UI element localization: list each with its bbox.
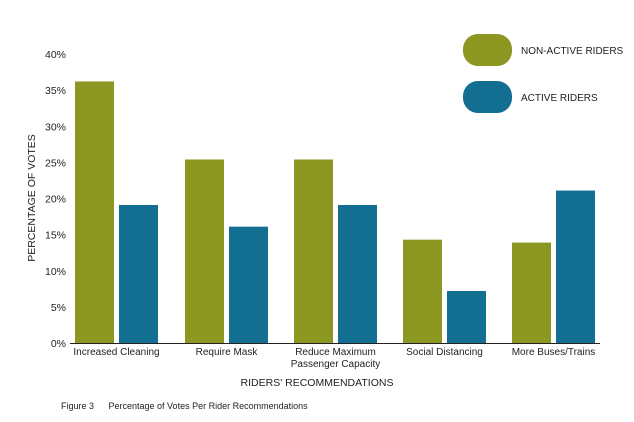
category-label: Increased Cleaning — [73, 347, 159, 358]
y-tick-label: 10% — [45, 266, 66, 278]
category-label: Require Mask — [196, 347, 259, 358]
bar-active-1 — [229, 226, 268, 343]
y-axis-ticks: 0% 5% 10% 15% 20% 25% 30% 35% 40% — [45, 49, 66, 350]
category-label: More Buses/Trains — [512, 347, 596, 358]
bar-active-2 — [338, 205, 377, 343]
y-tick-label: 0% — [51, 338, 66, 350]
bar-non-active-4 — [512, 242, 551, 343]
legend-swatch — [463, 34, 512, 66]
y-tick-label: 25% — [45, 157, 66, 169]
bar-non-active-0 — [75, 81, 114, 343]
y-tick-label: 30% — [45, 121, 66, 133]
figure-caption: Figure 3 Percentage of Votes Per Rider R… — [61, 401, 308, 411]
y-tick-label: 40% — [45, 49, 66, 61]
bar-active-3 — [447, 290, 486, 343]
bars — [75, 81, 595, 343]
category-labels: Increased Cleaning Require Mask Reduce Max… — [73, 347, 595, 370]
bar-active-0 — [119, 205, 158, 343]
figure-caption-text: Percentage of Votes Per Rider Recommenda… — [108, 401, 308, 411]
x-axis-label: RIDERS' RECOMMENDATIONS — [241, 377, 394, 389]
legend-swatch — [463, 81, 512, 113]
figure-number: Figure 3 — [61, 401, 95, 411]
y-tick-label: 15% — [45, 230, 66, 242]
y-tick-label: 5% — [51, 302, 66, 314]
y-axis-label: PERCENTAGE OF VOTES — [26, 134, 38, 262]
legend-label: ACTIVE RIDERS — [521, 93, 598, 104]
category-label: Social Distancing — [406, 347, 483, 358]
legend: NON-ACTIVE RIDERS ACTIVE RIDERS — [463, 34, 624, 113]
legend-label: NON-ACTIVE RIDERS — [521, 46, 624, 57]
y-tick-label: 20% — [45, 194, 66, 206]
y-tick-label: 35% — [45, 85, 66, 97]
bar-non-active-2 — [294, 159, 333, 343]
category-label: Passenger Capacity — [291, 359, 381, 370]
bar-non-active-1 — [185, 159, 224, 343]
bar-active-4 — [556, 190, 595, 343]
bar-non-active-3 — [403, 239, 442, 343]
category-label: Reduce Maximum — [295, 347, 376, 358]
